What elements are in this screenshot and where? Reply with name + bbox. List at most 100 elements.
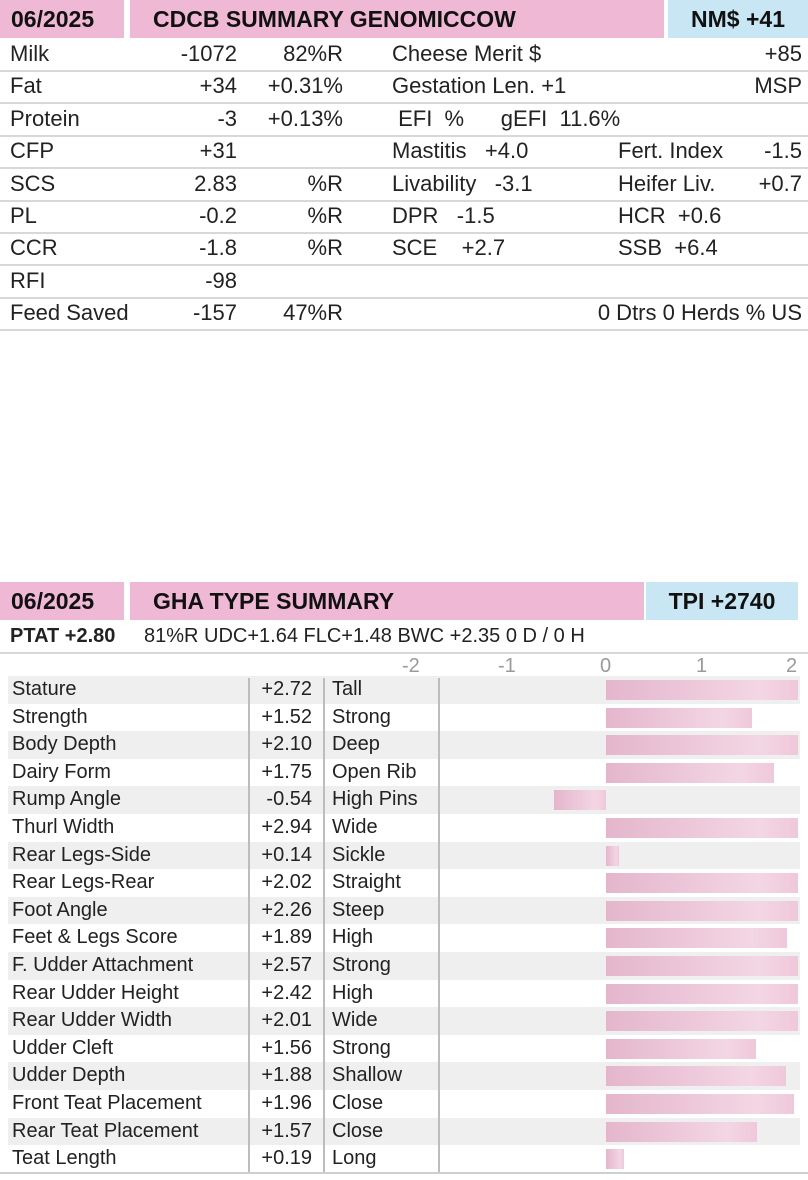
type-trait-name: Rear Legs-Rear [12,871,155,894]
summary-row: RFI -98 [0,265,808,299]
tertiary-value: MSP [754,73,802,99]
trait-reliability: %R [307,203,343,228]
type-trait-row: Rear Udder Height +2.42 High [8,980,800,1008]
ptat-line: PTAT +2.80 81%R UDC+1.64 FLC+1.48 BWC +2… [0,620,808,654]
type-trait-name: Foot Angle [12,898,108,921]
type-trait-name: Body Depth [12,733,117,756]
trait-label: CCR [10,235,58,261]
type-trait-value: +0.14 [261,843,312,866]
trait-score-bar [606,928,788,949]
type-trait-row: Stature +2.72 Tall [8,676,800,704]
trait-label: Milk [10,41,50,66]
type-trait-value: +1.96 [261,1092,312,1114]
ptat-details: 81%R UDC+1.64 FLC+1.48 BWC +2.35 0 D / 0… [144,625,585,647]
tertiary-value: +85 [764,41,802,66]
type-trait-name: Dairy Form [12,760,111,783]
type-trait-descriptor: Strong [332,1036,391,1059]
trait-reliability: +0.31% [267,73,343,99]
tpi-badge: TPI +2740 [646,582,798,620]
trait-score-bar [606,707,752,728]
gha-date: 06/2025 [11,588,95,614]
trait-value: -3 [217,105,237,131]
trait-score-bar [606,735,798,756]
type-trait-value: +2.42 [261,981,312,1004]
summary-row: CFP +31 Mastitis +4.0 Fert. Index -1.5 [0,135,808,170]
ptat-label: PTAT +2.80 [10,625,116,647]
trait-reliability: 82%R [283,41,343,66]
trait-score-bar [606,680,798,700]
type-trait-value: +0.19 [261,1147,312,1170]
summary-row: Fat +34 +0.31% Gestation Len. +1 MSP [0,70,808,105]
type-trait-row: Rear Legs-Rear +2.02 Straight [8,869,800,897]
tertiary-value: +0.7 [758,170,802,196]
summary-row: SCS 2.83 %R Livability -3.1 Heifer Liv. +0.7 [0,168,808,202]
trait-label: SCS [10,170,56,196]
summary-row: PL -0.2 %R DPR -1.5 HCR +0.6 [0,200,808,234]
trait-score-bar [606,873,798,894]
type-trait-descriptor: Deep [332,733,380,756]
cdcb-date: 06/2025 [11,6,95,32]
axis-tick-label: -1 [498,655,516,677]
type-trait-name: Thurl Width [12,816,115,838]
trait-value: -1072 [180,41,237,66]
axis-tick-label: 2 [786,655,798,677]
type-trait-value: +1.75 [261,760,312,783]
trait-score-bar [606,1066,787,1087]
type-trait-descriptor: Open Rib [332,760,417,783]
type-trait-row: Teat Length +0.19 Long [8,1145,800,1173]
table-bottom-rule [0,1172,808,1174]
tertiary-trait: HCR +0.6 [618,203,722,228]
type-trait-row: Body Depth +2.10 Deep [8,731,800,759]
trait-score-bar [606,1121,757,1142]
type-trait-name: Feet & Legs Score [12,926,178,949]
axis-tick-label: 1 [696,655,708,677]
trait-score-bar [554,790,606,811]
trait-reliability: %R [307,235,343,261]
trait-label: PL [10,203,37,228]
type-trait-value: +2.26 [261,898,312,921]
tertiary-trait: SSB +6.4 [618,235,718,261]
trait-score-bar [606,818,798,838]
trait-value: +31 [199,138,237,164]
trait-value: +34 [199,73,237,99]
summary-row: Feed Saved -157 47%R 0 Dtrs 0 Herds % US [0,297,808,332]
secondary-trait: Gestation Len. +1 [392,73,567,99]
trait-value: -157 [192,300,237,326]
type-trait-descriptor: High Pins [332,788,418,811]
secondary-trait: EFI % gEFI 11.6% [392,105,621,131]
trait-label: Protein [10,105,80,131]
trait-value: -0.2 [199,203,237,228]
secondary-trait: SCE +2.7 [392,235,506,261]
type-trait-row: Foot Angle +2.26 Steep [8,896,800,925]
type-trait-name: Rear Legs-Side [12,843,151,866]
type-trait-value: +1.56 [261,1036,312,1059]
type-trait-value: +2.72 [261,678,312,700]
trait-score-bar [606,900,798,921]
trait-score-bar [606,983,798,1004]
type-trait-row: Strength +1.52 Strong [8,704,800,732]
type-trait-name: Rear Udder Height [12,981,179,1004]
type-trait-value: +1.88 [261,1064,312,1087]
trait-score-bar [606,1094,795,1114]
type-trait-descriptor: Shallow [332,1064,403,1087]
type-trait-row: Udder Depth +1.88 Shallow [8,1062,800,1090]
trait-value: 2.83 [194,170,237,196]
type-trait-name: Teat Length [12,1147,117,1170]
type-trait-value: +2.94 [261,816,312,838]
type-trait-name: Rear Udder Width [12,1009,173,1032]
cdcb-title: CDCB SUMMARY GENOMICCOW [153,6,516,32]
type-trait-descriptor: Sickle [332,843,386,866]
secondary-trait: Livability -3.1 [392,170,533,196]
gha-header: 06/2025 GHA TYPE SUMMARY [0,582,644,620]
type-trait-value: -0.54 [266,788,312,811]
type-trait-row: Rear Udder Width +2.01 Wide [8,1007,800,1035]
trait-label: Fat [10,73,42,99]
type-trait-row: Rear Teat Placement +1.57 Close [8,1117,800,1146]
column-divider [248,678,250,1172]
type-trait-row: F. Udder Attachment +2.57 Strong [8,952,800,980]
trait-label: Feed Saved [10,300,129,326]
trait-reliability: +0.13% [267,105,343,131]
type-trait-name: Rear Teat Placement [12,1119,199,1142]
type-trait-row: Front Teat Placement +1.96 Close [8,1090,800,1118]
cdcb-header: 06/2025 CDCB SUMMARY GENOMICCOW [0,0,664,38]
